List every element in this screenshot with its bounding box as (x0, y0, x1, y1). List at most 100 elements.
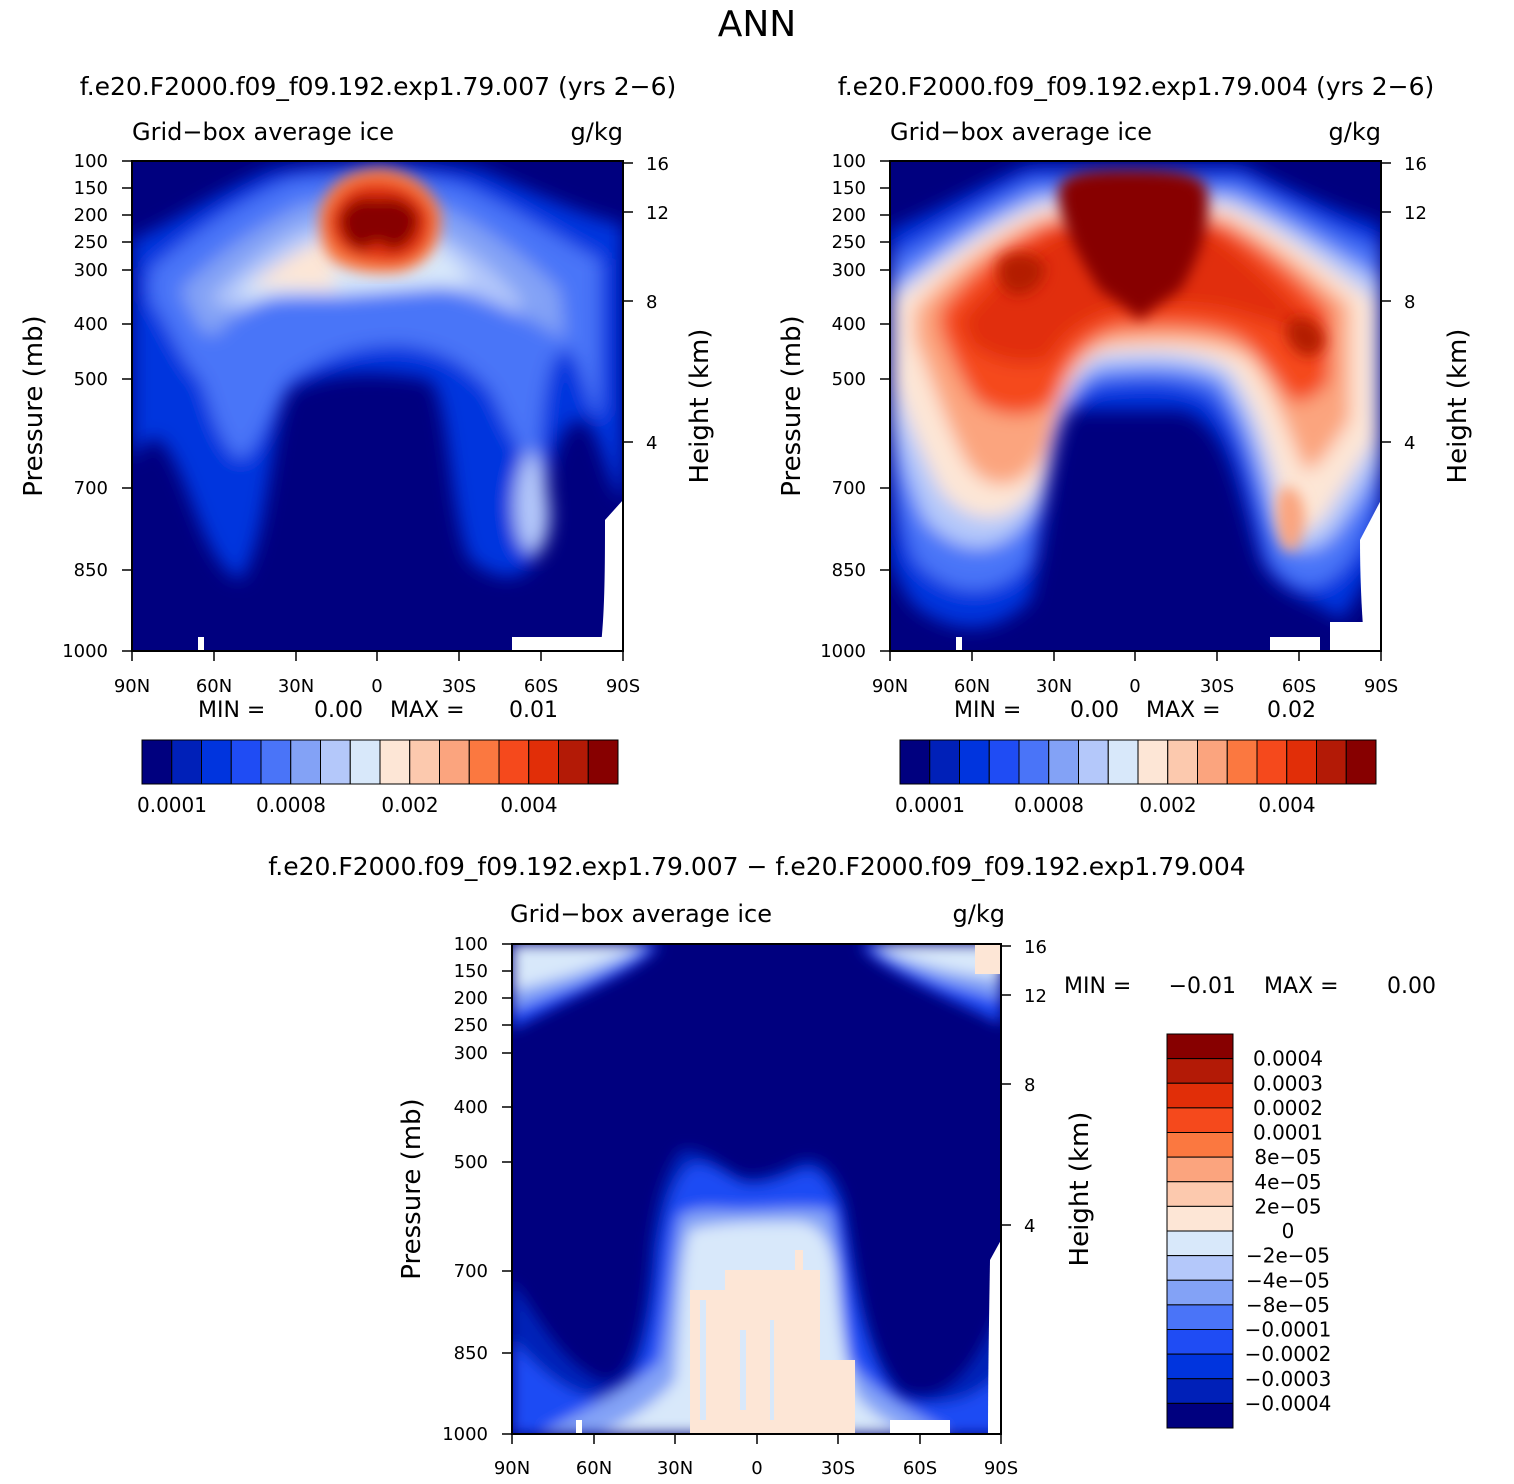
panel-c-cbar-label: 4e−05 (1254, 1170, 1321, 1194)
panel-b-ytick: 1000 (820, 641, 866, 662)
panel-b-units: g/kg (1329, 118, 1381, 146)
panel-c-height-ticks: 16 12 8 4 (1001, 937, 1047, 1237)
panel-c-cbar-label: 0 (1282, 1219, 1295, 1243)
panel-c-colorbar-swatch (1166, 1402, 1234, 1429)
panel-a-colorbar-swatch (320, 739, 351, 785)
panel-b-ytick: 250 (832, 232, 866, 253)
panel-c-ylabel: Pressure (mb) (397, 1098, 427, 1279)
panel-c-xtick: 60N (576, 1458, 612, 1479)
panel-b-colorbar-swatch (1078, 739, 1109, 785)
panel-a-x-ticks: 90N 60N 30N 0 30S 60S 90S (114, 651, 640, 697)
panel-b-ytick: 700 (832, 478, 866, 499)
panel-c-title: f.e20.F2000.f09_f09.192.exp1.79.007 − f.… (268, 852, 1245, 881)
panel-a-htick: 4 (646, 433, 657, 454)
panel-b-xtick: 60S (1282, 676, 1316, 697)
panel-a-minmax: MIN = 0.00 MAX = 0.01 (198, 698, 558, 723)
panel-b-max-label: MAX = (1146, 698, 1221, 723)
panel-c-min-label: MIN = (1064, 974, 1131, 999)
panel-b-colorbar-swatch (1167, 739, 1198, 785)
panel-a-xtick: 30S (442, 676, 476, 697)
panel-b-htick: 16 (1404, 154, 1427, 175)
panel-b-colorbar-swatch (899, 739, 931, 785)
panel-c-colorbar-swatch (1166, 1279, 1234, 1306)
panel-a-colorbar-swatch (141, 739, 173, 785)
panel-a-cbar-label: 0.004 (500, 793, 557, 817)
panel-a-colorbar-swatch (290, 739, 321, 785)
panel-c-ytick: 400 (454, 1097, 488, 1118)
panel-c-xtick: 90N (494, 1458, 530, 1479)
panel-a-height-ticks: 16 12 8 4 (623, 154, 669, 454)
panel-c-cbar-label: 8e−05 (1254, 1145, 1321, 1169)
panel-c-variable: Grid−box average ice (510, 900, 772, 928)
panel-a-variable: Grid−box average ice (132, 118, 394, 146)
panel-a-colorbar-swatch (587, 739, 619, 785)
panel-b-height-ticks: 16 12 8 4 (1381, 154, 1427, 454)
panel-b-colorbar-labels: 0.0001 0.0008 0.002 0.004 (895, 793, 1316, 817)
panel-c-xtick: 60S (903, 1458, 937, 1479)
panel-c-min-value: −0.01 (1169, 974, 1236, 999)
panel-b-colorbar-swatch (1048, 739, 1079, 785)
panel-c-colorbar-swatch (1166, 1378, 1234, 1404)
panel-a-colorbar (141, 739, 619, 785)
panel-a-colorbar-swatch (558, 739, 589, 785)
panel-a-colorbar-swatch (439, 739, 470, 785)
panel-a: f.e20.F2000.f09_f09.192.exp1.79.007 (yrs… (19, 72, 715, 817)
panel-a-xtick: 60N (196, 676, 232, 697)
panel-c-cbar-label: −0.0002 (1245, 1342, 1332, 1366)
panel-a-ytick: 700 (74, 478, 108, 499)
panel-a-colorbar-swatch (201, 739, 232, 785)
panel-a-min-label: MIN = (198, 698, 265, 723)
panel-b-xtick: 60N (954, 676, 990, 697)
panel-c-colorbar-swatch (1166, 1033, 1234, 1060)
panel-a-colorbar-swatch (498, 739, 530, 785)
panel-c-minmax: MIN = −0.01 MAX = 0.00 (1064, 974, 1436, 999)
panel-b-max-value: 0.02 (1267, 698, 1316, 723)
panel-c-colorbar-swatch (1166, 1107, 1234, 1134)
panel-a-colorbar-swatch (349, 739, 381, 785)
panel-b-ytick: 150 (832, 178, 866, 199)
panel-c-colorbar-swatch (1166, 1230, 1234, 1257)
panel-a-units: g/kg (571, 118, 623, 146)
panel-b-ytick: 850 (832, 560, 866, 581)
panel-b-colorbar-swatch (1197, 739, 1228, 785)
panel-a-colorbar-swatch (260, 739, 292, 785)
panel-c-cbar-label: 2e−05 (1254, 1194, 1321, 1218)
panel-b-title: f.e20.F2000.f09_f09.192.exp1.79.004 (yrs… (838, 72, 1435, 101)
panel-b-y-ticks: 100 150 200 250 300 400 500 700 850 1000 (820, 151, 890, 662)
panel-c-positive-blocks (690, 944, 1001, 1434)
panel-c-colorbar (1166, 1033, 1234, 1429)
panel-a-ytick: 100 (74, 151, 108, 172)
panel-c-cbar-label: 0.0002 (1253, 1096, 1323, 1120)
panel-c-cbar-label: −4e−05 (1246, 1268, 1330, 1292)
panel-a-ylabel-right: Height (km) (685, 329, 715, 484)
panel-b-ytick: 400 (832, 314, 866, 335)
panel-a-min-value: 0.00 (314, 698, 363, 723)
panel-c-ytick: 300 (454, 1043, 488, 1064)
panel-c-ytick: 500 (454, 1152, 488, 1173)
panel-c-ytick: 700 (454, 1261, 488, 1282)
panel-a-xtick: 0 (371, 676, 382, 697)
panel-c-colorbar-swatch (1166, 1058, 1234, 1084)
panel-b-colorbar-swatch (929, 739, 960, 785)
panel-b-htick: 8 (1404, 292, 1415, 313)
panel-b-minmax: MIN = 0.00 MAX = 0.02 (954, 698, 1316, 723)
panel-a-xtick: 30N (278, 676, 314, 697)
panel-a-colorbar-swatch (379, 739, 411, 785)
panel-b-colorbar-swatch (988, 739, 1020, 785)
panel-a-ytick: 300 (74, 260, 108, 281)
panel-b-colorbar-swatch (1316, 739, 1347, 785)
panel-c-colorbar-swatch (1166, 1255, 1234, 1281)
panel-c-cbar-label: 0.0003 (1253, 1071, 1323, 1095)
panel-a-cbar-label: 0.0001 (137, 793, 207, 817)
panel-b-x-ticks: 90N 60N 30N 0 30S 60S 90S (872, 651, 1398, 697)
panel-a-ytick: 200 (74, 205, 108, 226)
panel-c-xtick: 30N (657, 1458, 693, 1479)
panel-a-htick: 8 (646, 292, 657, 313)
panel-c-cbar-label: −2e−05 (1246, 1244, 1330, 1268)
panel-c-ytick: 850 (454, 1343, 488, 1364)
panel-c: f.e20.F2000.f09_f09.192.exp1.79.007 − f.… (268, 852, 1436, 1479)
panel-a-field (132, 161, 623, 651)
panel-a-colorbar-swatch (409, 739, 440, 785)
panel-b-colorbar-swatch (1345, 739, 1377, 785)
